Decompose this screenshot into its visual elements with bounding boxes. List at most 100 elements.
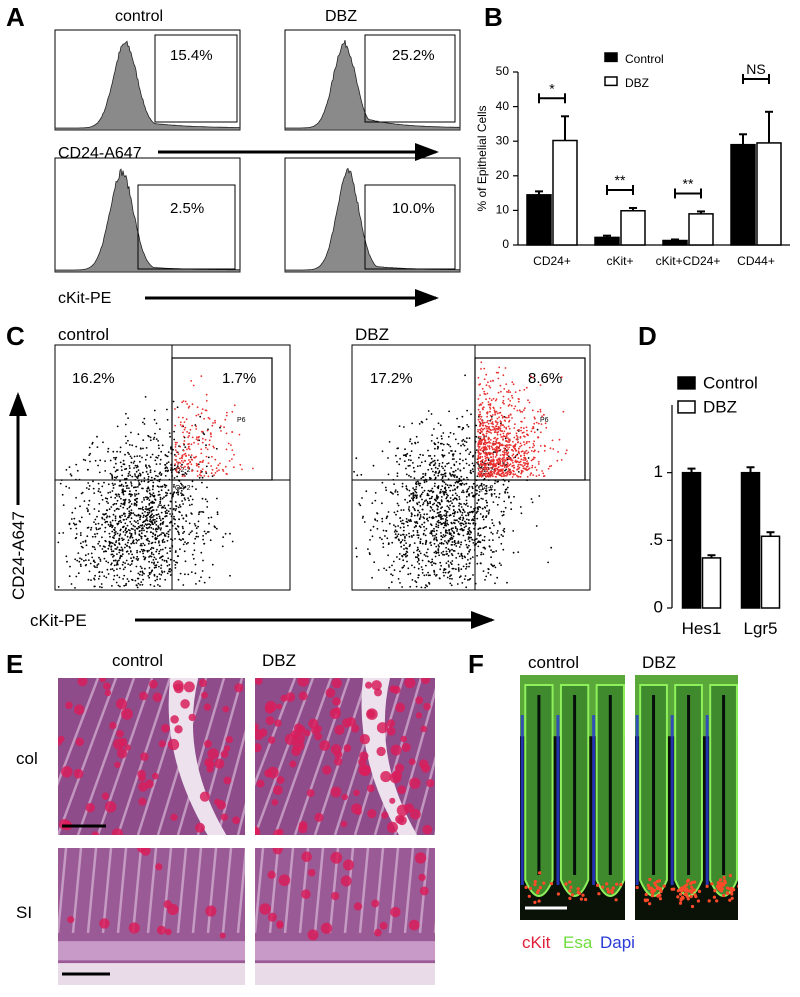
event-dot: [128, 473, 130, 475]
gated-dot: [536, 422, 538, 424]
gated-dot: [557, 451, 559, 453]
goblet-cell: [109, 722, 116, 729]
event-dot: [133, 525, 135, 527]
event-dot: [147, 473, 149, 475]
gated-dot: [508, 426, 510, 428]
gated-dot: [561, 376, 563, 378]
event-dot: [90, 563, 92, 565]
event-dot: [147, 551, 149, 553]
gated-dot: [203, 418, 205, 420]
event-dot: [425, 584, 427, 586]
axis-label: cKit-PE: [58, 290, 111, 307]
event-dot: [142, 512, 144, 514]
event-dot: [146, 490, 148, 492]
event-dot: [173, 439, 175, 441]
event-dot: [468, 528, 470, 530]
event-dot: [464, 557, 466, 559]
event-dot: [482, 498, 484, 500]
event-dot: [480, 563, 482, 565]
event-dot: [403, 544, 405, 546]
goblet-cell: [139, 692, 148, 701]
event-dot: [84, 459, 86, 461]
x-tick-label: Lgr5: [743, 619, 777, 638]
goblet-cell: [214, 759, 224, 769]
event-dot: [217, 511, 219, 513]
goblet-cell: [380, 771, 391, 782]
event-dot: [468, 453, 470, 455]
stain-label: cKit: [522, 933, 551, 952]
event-dot: [444, 465, 446, 467]
gated-dot: [509, 400, 511, 402]
event-dot: [429, 542, 431, 544]
ckit-cell: [697, 899, 700, 902]
event-dot: [411, 515, 413, 517]
event-dot: [82, 492, 84, 494]
event-dot: [395, 529, 397, 531]
event-dot: [148, 577, 150, 579]
event-dot: [108, 524, 110, 526]
plot-frame: [285, 30, 460, 130]
ckit-cell: [679, 893, 682, 896]
event-dot: [397, 472, 399, 474]
event-dot: [432, 460, 434, 462]
event-dot: [98, 483, 100, 485]
event-dot: [433, 503, 435, 505]
event-dot: [423, 534, 425, 536]
event-dot: [484, 548, 486, 550]
event-dot: [57, 542, 59, 544]
event-dot: [122, 507, 124, 509]
event-dot: [405, 547, 407, 549]
gated-dot: [182, 475, 184, 477]
event-dot: [156, 509, 158, 511]
gated-dot: [178, 453, 180, 455]
event-dot: [448, 555, 450, 557]
event-dot: [104, 546, 106, 548]
event-dot: [140, 571, 142, 573]
condition-label: DBZ: [355, 325, 389, 344]
goblet-cell: [266, 716, 275, 725]
event-dot: [471, 492, 473, 494]
event-dot: [443, 534, 445, 536]
event-dot: [118, 494, 120, 496]
event-dot: [131, 517, 133, 519]
event-dot: [113, 467, 115, 469]
event-dot: [174, 523, 176, 525]
event-dot: [460, 541, 462, 543]
event-dot: [195, 583, 197, 585]
gated-dot: [536, 475, 538, 477]
goblet-cell: [409, 920, 420, 931]
event-dot: [455, 493, 457, 495]
event-dot: [158, 504, 160, 506]
event-dot: [443, 572, 445, 574]
event-dot: [423, 502, 425, 504]
event-dot: [421, 487, 423, 489]
event-dot: [92, 481, 94, 483]
event-dot: [143, 418, 145, 420]
event-dot: [441, 435, 443, 437]
goblet-cell: [360, 734, 370, 744]
gated-dot: [520, 427, 522, 429]
event-dot: [501, 511, 503, 513]
event-dot: [469, 511, 471, 513]
event-dot: [401, 523, 403, 525]
event-dot: [374, 500, 376, 502]
event-dot: [166, 509, 168, 511]
event-dot: [413, 534, 415, 536]
event-dot: [396, 531, 398, 533]
event-dot: [482, 488, 484, 490]
event-dot: [484, 540, 486, 542]
event-dot: [466, 437, 468, 439]
event-dot: [80, 564, 82, 566]
event-dot: [155, 514, 157, 516]
gated-dot: [514, 444, 516, 446]
gated-dot: [520, 473, 522, 475]
event-dot: [429, 583, 431, 585]
event-dot: [418, 501, 420, 503]
gated-dot: [487, 381, 489, 383]
event-dot: [485, 516, 487, 518]
event-dot: [146, 517, 148, 519]
event-dot: [149, 499, 151, 501]
gated-dot: [231, 449, 233, 451]
event-dot: [452, 499, 454, 501]
ckit-cell: [581, 894, 584, 897]
